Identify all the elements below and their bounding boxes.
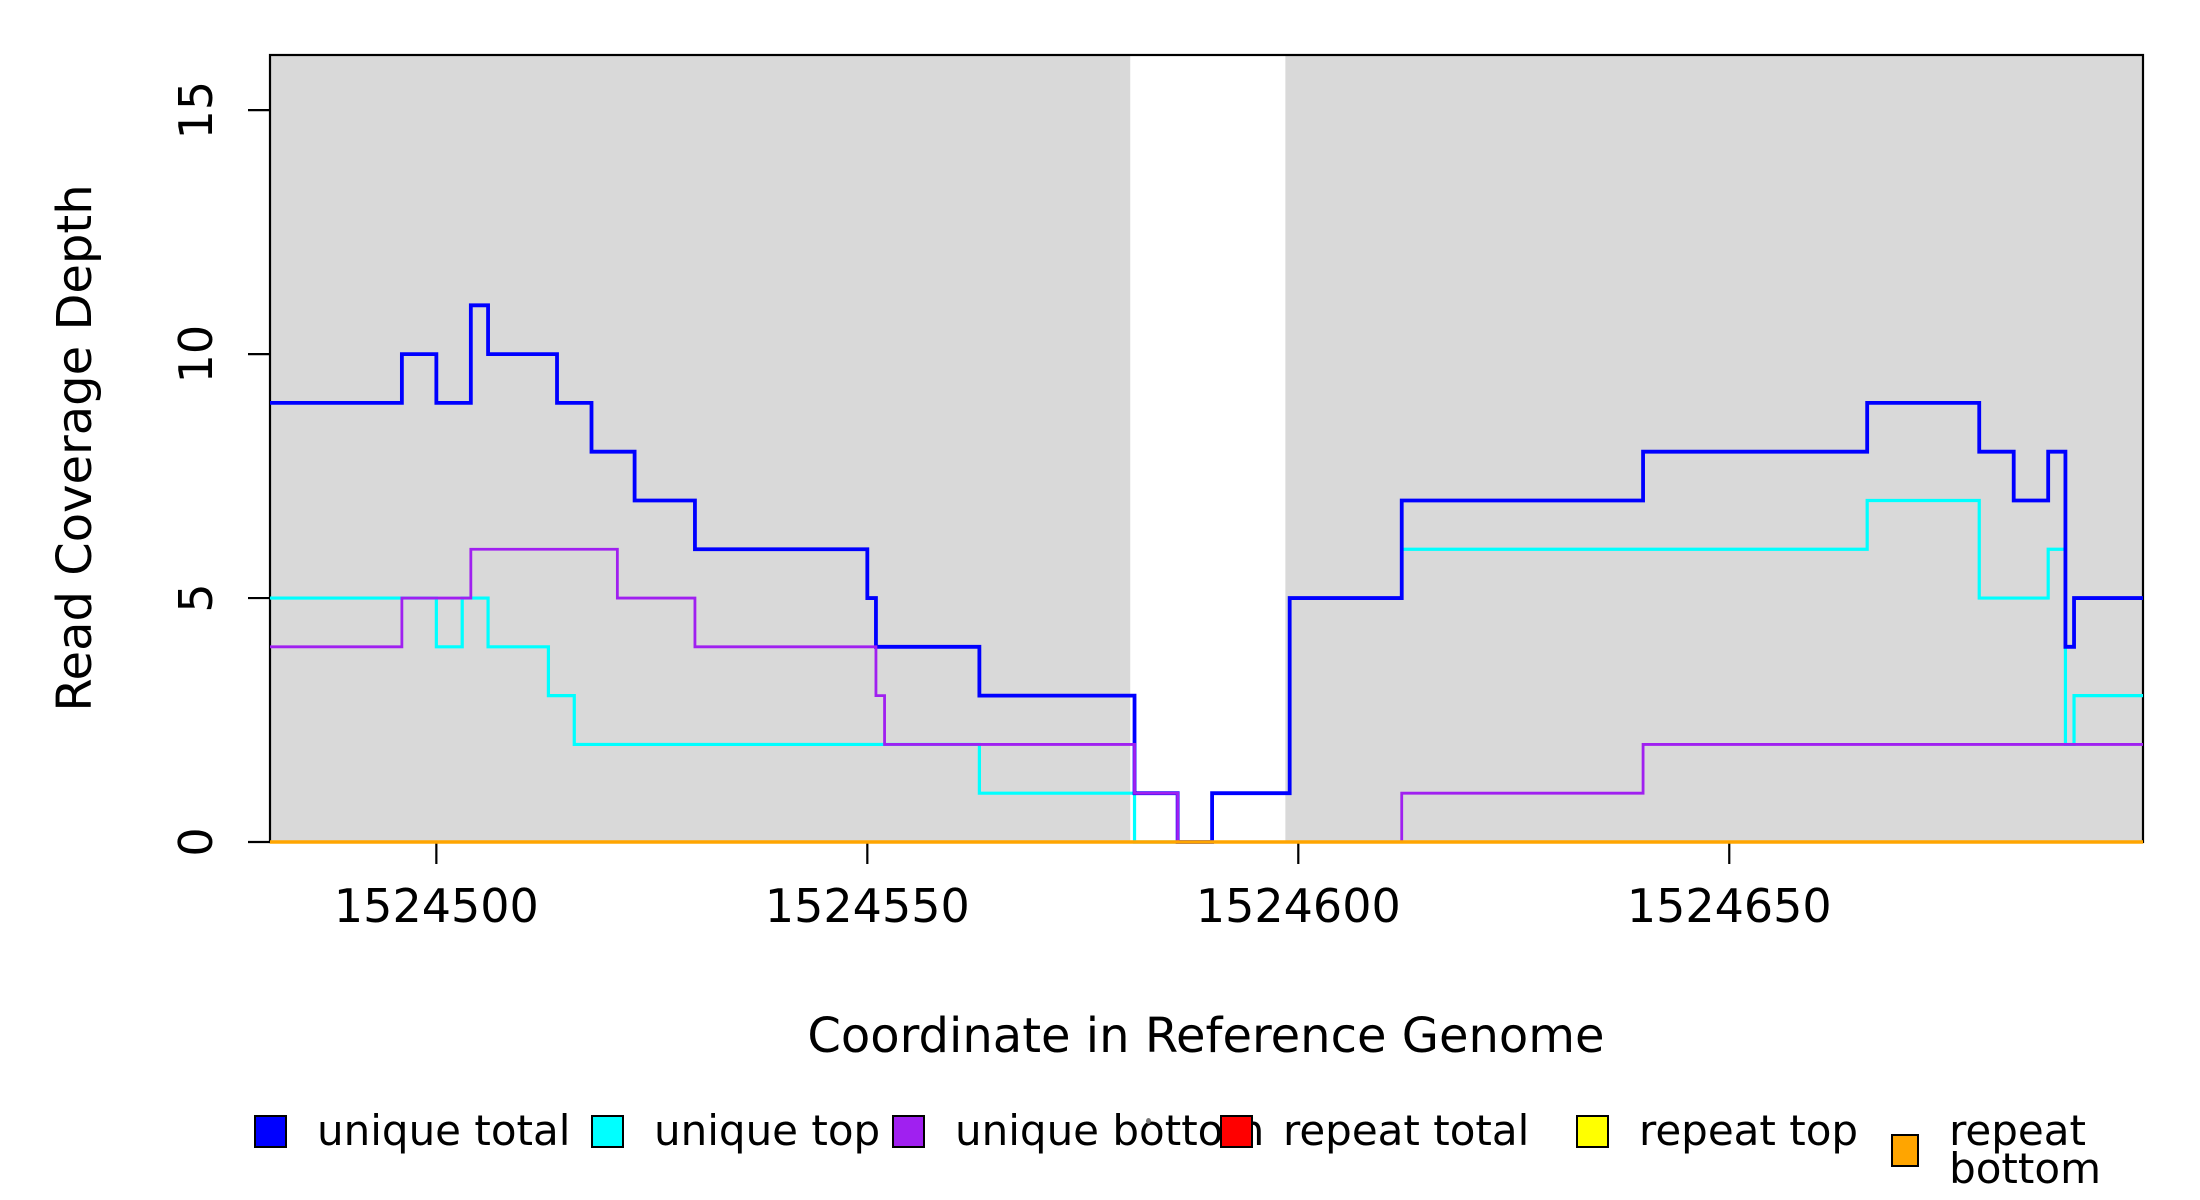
x-tick-label: 1524500: [334, 879, 539, 933]
y-axis-title: Read Coverage Depth: [47, 184, 103, 712]
y-tick-label: 5: [169, 583, 223, 612]
shaded-region: [270, 55, 1131, 842]
y-tick-label: 0: [169, 827, 223, 856]
x-tick-label: 1524650: [1627, 879, 1832, 933]
x-axis-title: Coordinate in Reference Genome: [807, 1008, 1605, 1064]
x-tick-label: 1524550: [765, 879, 970, 933]
stray-dot: [1146, 1118, 1151, 1124]
series-path-unique-bottom: [270, 547, 2143, 844]
y-tick-label: 10: [169, 325, 223, 384]
y-tick-label: 15: [169, 81, 223, 140]
x-tick-label: 1524600: [1196, 879, 1401, 933]
shaded-region: [1285, 55, 2143, 842]
